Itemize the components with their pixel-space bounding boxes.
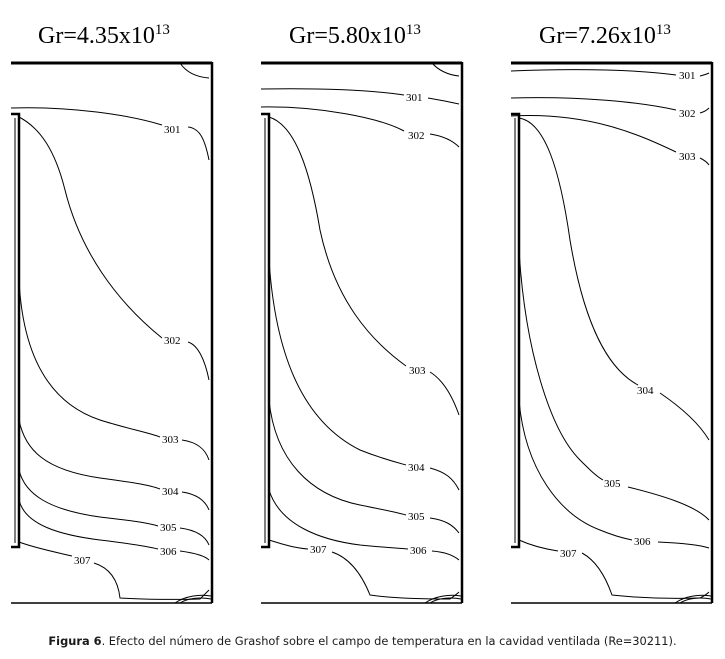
panel-3-isotherm-307 [518,539,710,599]
panel-3-isotherm-304 [518,117,710,441]
panel-1-isotherm-304 [18,419,210,511]
panel-3-cavity [510,61,714,604]
panel-1-isotherm-305 [18,469,210,546]
panel-1-outlet-arc-2 [179,597,212,604]
figure-caption-text: . Efecto del número de Grashof sobre el … [101,634,677,648]
panel-2-isotherm-303 [268,116,460,416]
panel-2-label-305: 305 [408,511,425,523]
panel-2-isotherm-304 [268,259,460,491]
panel-1-label-305: 305 [160,522,177,534]
panel-3-label-303: 303 [679,151,696,163]
panel-2-label-303: 303 [409,365,426,377]
panel-3-heated-plate [511,112,521,549]
figure-caption-label: Figura 6 [48,634,102,648]
panel-3-outlet-arc [674,594,712,604]
panel-1-title-text: Gr=4.35x10 [38,23,155,49]
panel-3-label-304: 304 [637,385,654,397]
panel-2-label-302: 302 [408,130,425,142]
panel-1-label-306: 306 [160,546,177,558]
panel-1-cavity [10,61,214,604]
panel-3-isotherm-303 [510,115,710,166]
panel-3-label-302: 302 [679,108,696,120]
panel-2-isotherm-corner [431,62,460,77]
panel-2-label-301: 301 [406,92,423,104]
panel-3-title-text: Gr=7.26x10 [539,23,656,49]
panel-1-isotherm-306 [18,499,210,561]
panel-2-isotherm-306 [268,489,460,561]
panel-2-cavity [260,61,464,604]
panel-1-isotherm-303 [18,279,210,461]
panel-2-isotherm-305 [268,399,460,534]
panel-3-label-306: 306 [634,536,651,548]
panel-3-title: Gr=7.26x1013 [539,10,671,50]
panel-3-title-exponent: 13 [655,22,671,38]
panel-3-isotherm-302 [510,97,710,114]
panel-2-isotherm-307 [268,539,460,600]
panel-2-label-307: 307 [310,544,327,556]
panel-1-title: Gr=4.35x1013 [38,10,170,50]
panel-1-heated-plate [11,112,21,549]
panel-3-label-305: 305 [604,478,621,490]
panel-3-isotherm-305 [518,249,710,521]
panel-2-outlet-arc-2 [429,597,462,604]
panel-2-title-text: Gr=5.80x10 [289,23,406,49]
panel-1-label-302: 302 [164,335,181,347]
panel-2-title: Gr=5.80x1013 [289,10,421,50]
panel-1-title-exponent: 13 [154,22,170,38]
panel-1-isotherm-301 [10,107,210,161]
panel-1-outlet-arc [174,594,212,604]
panel-2-outlet-arc [424,594,462,604]
panel-2-isotherm-302 [260,106,460,148]
panel-1-label-304: 304 [162,486,179,498]
panel-1-isotherm-302 [18,116,210,381]
panel-1-isotherm-307 [18,541,210,600]
panel-3-isotherm-301 [510,69,710,77]
panel-2-title-exponent: 13 [405,22,421,38]
panel-2-label-304: 304 [408,462,425,474]
panel-1-label-303: 303 [162,434,179,446]
panel-3-outlet-arc-2 [679,597,712,604]
panel-2-isotherm-301 [260,88,460,105]
figure-caption: Figura 6. Efecto del número de Grashof s… [0,630,725,652]
panel-3-label-301: 301 [679,70,696,82]
panel-2-label-306: 306 [410,545,427,557]
panel-3-label-307: 307 [560,548,577,560]
panel-3-isotherm-306 [518,399,710,549]
panel-1-isotherm-corner [179,62,210,79]
temperature-contour-figure: 301 302 303 304 305 306 307 301 302 303 … [10,61,714,604]
panel-2-heated-plate [261,112,271,549]
panel-1-label-307: 307 [74,555,91,567]
panel-1-label-301: 301 [164,124,181,136]
